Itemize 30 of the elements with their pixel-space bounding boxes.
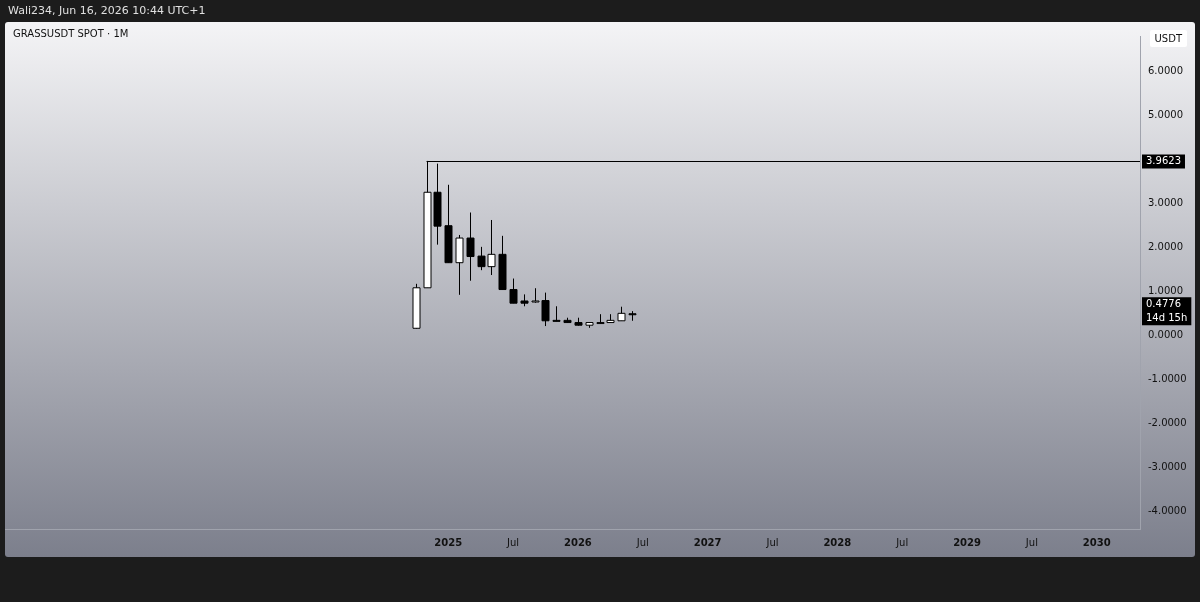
x-tick-label: 2028 [823,536,852,548]
y-axis-title: USDT [1149,30,1187,47]
x-tick-label: Jul [506,536,520,548]
x-tick-label: Jul [635,536,649,548]
text: Wali234, Jun 16, 2026 10:44 UTC+1 [8,4,206,17]
chart-title: GRASSUSDT SPOT · 1M [13,28,129,39]
x-tick-label: 2030 [1082,536,1111,548]
x-tick-label: Jul [895,536,909,548]
candlestick [509,278,518,304]
y-tick-label: -4.0000 [1148,504,1187,516]
y-tick-label: -1.0000 [1148,372,1187,384]
y-tick-label: 2.0000 [1148,240,1183,252]
text: 0.4776 [1146,297,1181,309]
y-tick-label: 5.0000 [1148,108,1183,120]
y-tick-label: 0.0000 [1148,328,1183,340]
y-tick-label: 3.0000 [1148,196,1183,208]
y-tick-label: -3.0000 [1148,460,1187,472]
x-tick-label: 2027 [693,536,722,548]
x-tick-label: 2025 [434,536,463,548]
ref-line-label: 3.9623 [1146,155,1181,167]
text: 14d 15h [1146,311,1188,323]
y-tick-label: 6.0000 [1148,64,1183,76]
candlestick [466,212,475,282]
candlestick [552,305,561,322]
x-tick-label: 2026 [563,536,592,548]
x-tick-label: Jul [1024,536,1038,548]
y-tick-label: -2.0000 [1148,416,1187,428]
x-tick-label: Jul [765,536,779,548]
y-tick-label: 1.0000 [1148,284,1183,296]
x-tick-label: 2029 [953,536,981,548]
